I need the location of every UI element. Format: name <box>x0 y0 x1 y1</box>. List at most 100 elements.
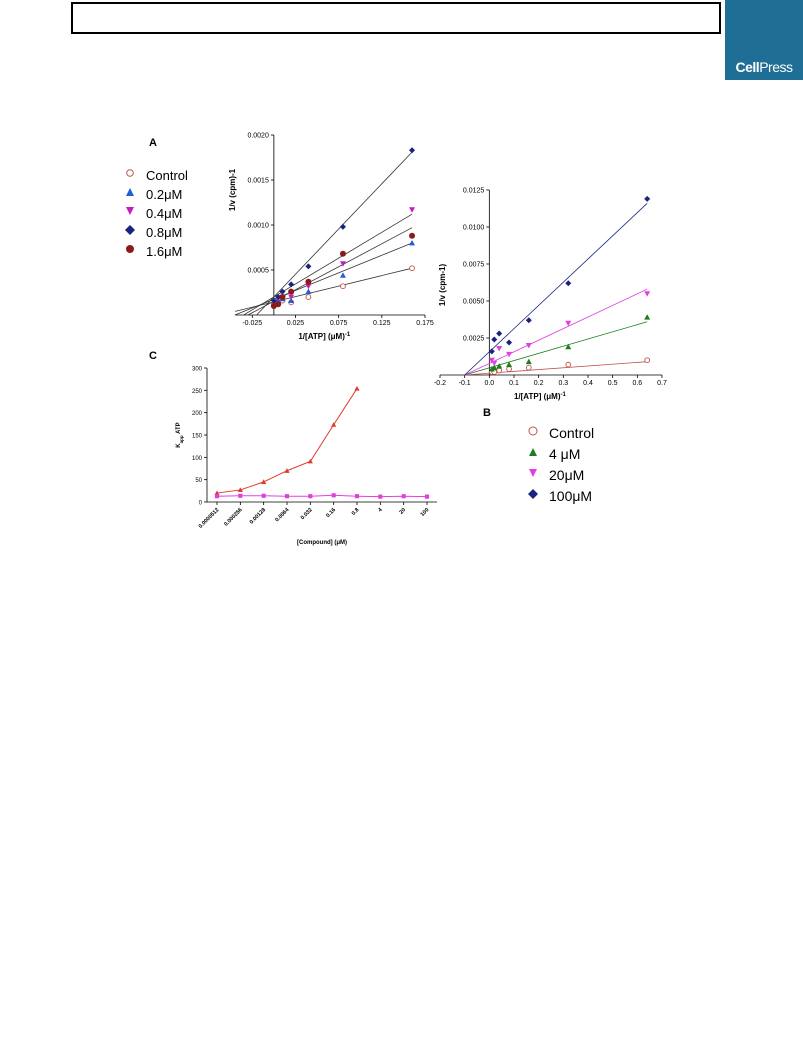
triangle-up-icon <box>124 185 146 203</box>
legend-a-item-2: 0.4μM <box>124 204 182 222</box>
data-point-1 <box>491 364 498 370</box>
data-point-1 <box>378 494 383 499</box>
chart-c: 0 50 100 150 200 250 300 0.0000512 0.000256 0.001… <box>176 367 437 546</box>
diamond-icon <box>124 223 146 241</box>
data-point-3 <box>525 317 532 324</box>
panel-b-label: B <box>483 407 491 419</box>
x-tick-label: 0.7 <box>657 380 667 387</box>
legend-a-item-1: 0.2μM <box>124 185 182 203</box>
fit-line-3 <box>464 203 648 376</box>
data-point-3 <box>279 288 286 295</box>
y-tick-label: 300 <box>192 367 203 373</box>
data-point-3 <box>305 263 312 270</box>
data-point-3 <box>409 147 416 154</box>
x-axis-label: 1/[ATP] (μM)-1 <box>298 332 351 341</box>
fit-line-3 <box>256 151 413 316</box>
data-point-0 <box>340 283 346 290</box>
x-tick-label: 0.8 <box>351 507 361 517</box>
data-point-3 <box>496 330 503 337</box>
y-tick-label: 100 <box>192 456 203 462</box>
data-point-0 <box>237 487 243 493</box>
legend-b-item-2: 20μM <box>527 466 584 484</box>
legend-b-item-1: 4 μM <box>527 445 580 463</box>
data-point-0 <box>644 357 651 364</box>
x-tick-label: 20 <box>399 507 408 516</box>
data-point-1 <box>339 272 346 278</box>
x-tick-label: -0.2 <box>434 380 446 387</box>
x-tick-label: 0.1 <box>509 380 519 387</box>
data-point-2 <box>488 357 495 364</box>
y-tick-label: 0.0100 <box>463 224 485 231</box>
data-point-1 <box>496 363 503 369</box>
data-point-1 <box>214 494 220 499</box>
series-line-1 <box>216 494 428 498</box>
data-point-2 <box>525 343 532 349</box>
legend-b-item-3: 100μM <box>527 487 592 505</box>
data-point-4 <box>409 232 416 239</box>
data-point-2 <box>339 261 346 267</box>
data-point-1 <box>409 240 416 246</box>
data-point-1 <box>288 297 295 303</box>
fit-line-1 <box>234 242 413 316</box>
data-point-1 <box>331 493 336 498</box>
data-point-0 <box>305 294 312 300</box>
data-point-0 <box>496 367 503 374</box>
x-tick-label: 0.5 <box>608 380 618 387</box>
open-circle-icon <box>124 166 146 184</box>
x-tick-label: 0.6 <box>632 380 642 387</box>
x-axis-label: [Compound] (μM) <box>297 540 347 546</box>
series-line-0 <box>216 388 358 494</box>
data-point-4 <box>288 288 295 295</box>
logo-text: CellPress <box>735 59 793 75</box>
x-tick-label: 0.16 <box>325 507 337 519</box>
data-point-1 <box>525 358 532 365</box>
panel-c-label: C <box>149 350 157 362</box>
data-point-3 <box>288 281 295 288</box>
data-point-3 <box>491 336 498 343</box>
legend-a-item-3: 0.8μM <box>124 223 182 241</box>
triangle-up-icon <box>527 445 549 463</box>
legend-a: Control 0.2μM 0.4μM 0.8μM 1.6μM <box>124 166 234 276</box>
x-tick-label: -0.025 <box>242 320 262 327</box>
header-frame <box>71 2 721 34</box>
data-point-1 <box>238 493 243 498</box>
panel-a-label: A <box>149 137 157 149</box>
y-axis-label: Kapp ATP <box>176 422 184 447</box>
chart-a: -0.025 0.025 0.075 0.125 0.175 0.0005 0.0010 0.… <box>228 132 434 341</box>
data-point-1 <box>424 494 430 499</box>
y-tick-label: 150 <box>192 434 203 440</box>
x-axis-label: 1/[ATP] (μM)-1 <box>514 392 567 401</box>
y-tick-label: 0.0125 <box>463 187 485 194</box>
legend-b: Control 4 μM 20μM 100μM <box>527 424 637 504</box>
x-tick-label: 0.3 <box>558 380 568 387</box>
data-point-0 <box>506 366 512 372</box>
x-tick-label: 0.0 <box>484 380 494 387</box>
data-point-1 <box>401 494 406 499</box>
x-tick-label: 100 <box>420 507 431 518</box>
data-point-3 <box>488 348 495 355</box>
x-tick-label: 0.175 <box>416 320 434 327</box>
y-tick-label: 250 <box>192 389 203 395</box>
y-axis-label: 1/v (cpm)-1 <box>228 168 237 211</box>
diamond-icon <box>527 487 549 505</box>
x-tick-label: 0.075 <box>330 320 348 327</box>
x-tick-label: 0.000256 <box>223 507 243 527</box>
y-tick-label: 200 <box>192 411 203 417</box>
data-point-2 <box>409 207 416 213</box>
x-tick-label: 0.0000512 <box>198 507 221 530</box>
data-point-0 <box>284 468 290 473</box>
data-point-4 <box>305 278 312 285</box>
data-point-0 <box>307 458 313 464</box>
data-point-2 <box>288 294 295 300</box>
y-tick-label: 0.0005 <box>247 267 269 274</box>
data-point-0 <box>331 422 337 427</box>
data-point-3 <box>506 339 513 346</box>
data-point-3 <box>275 294 282 300</box>
data-point-1 <box>284 494 290 499</box>
cellpress-logo: CellPress <box>725 0 803 80</box>
y-tick-label: 0.0050 <box>463 298 485 305</box>
data-point-1 <box>261 493 266 498</box>
data-point-3 <box>644 195 651 202</box>
data-point-1 <box>354 494 360 499</box>
x-tick-label: 0.00128 <box>249 507 267 525</box>
